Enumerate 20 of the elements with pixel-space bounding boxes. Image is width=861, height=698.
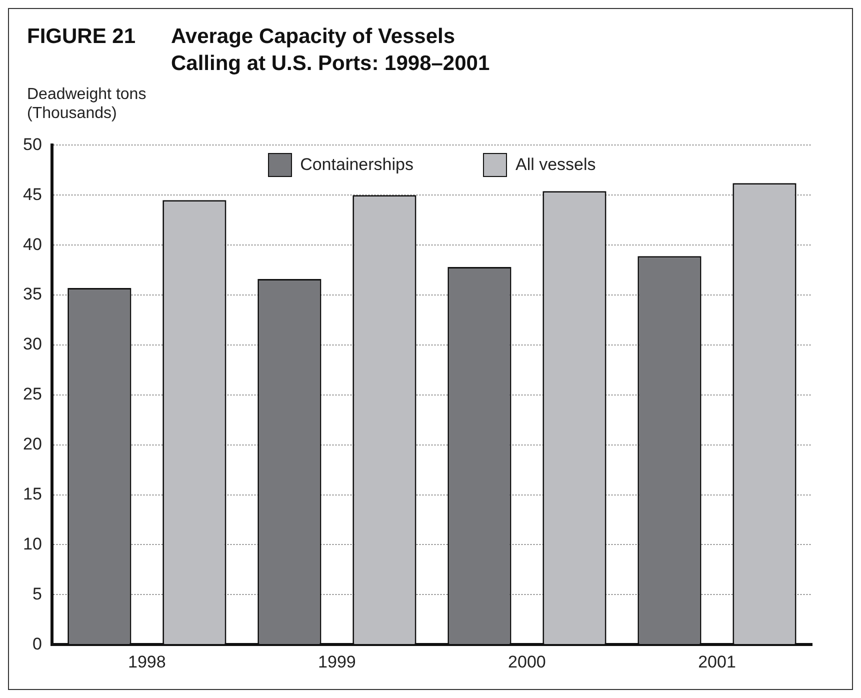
y-tick-label: 5 [32, 584, 42, 604]
x-tick-label: 2000 [508, 652, 546, 672]
y-axis-title: Deadweight tons (Thousands) [26, 85, 148, 124]
y-tick-label: 30 [22, 334, 42, 354]
y-tick-label: 40 [22, 234, 42, 254]
y-tick-label: 15 [22, 484, 42, 504]
y-tick-label: 50 [22, 134, 42, 154]
y-tick-label: 0 [32, 634, 42, 654]
x-tick-label: 2001 [698, 652, 736, 672]
x-tick-label: 1998 [128, 652, 166, 672]
x-tick-label: 1999 [318, 652, 356, 672]
y-tick-label: 45 [22, 184, 42, 204]
legend-label: Containerships [300, 155, 414, 176]
chart-title: Average Capacity of Vessels Calling at U.S. Ports: 1998–2001 [171, 24, 491, 77]
y-tick-label: 20 [22, 434, 42, 454]
y-tick-label: 35 [22, 284, 42, 304]
caption: FIGURE 21 [27, 24, 137, 50]
y-tick-label: 10 [22, 534, 42, 554]
legend-label: All vessels [515, 155, 596, 176]
y-tick-label: 25 [22, 384, 42, 404]
